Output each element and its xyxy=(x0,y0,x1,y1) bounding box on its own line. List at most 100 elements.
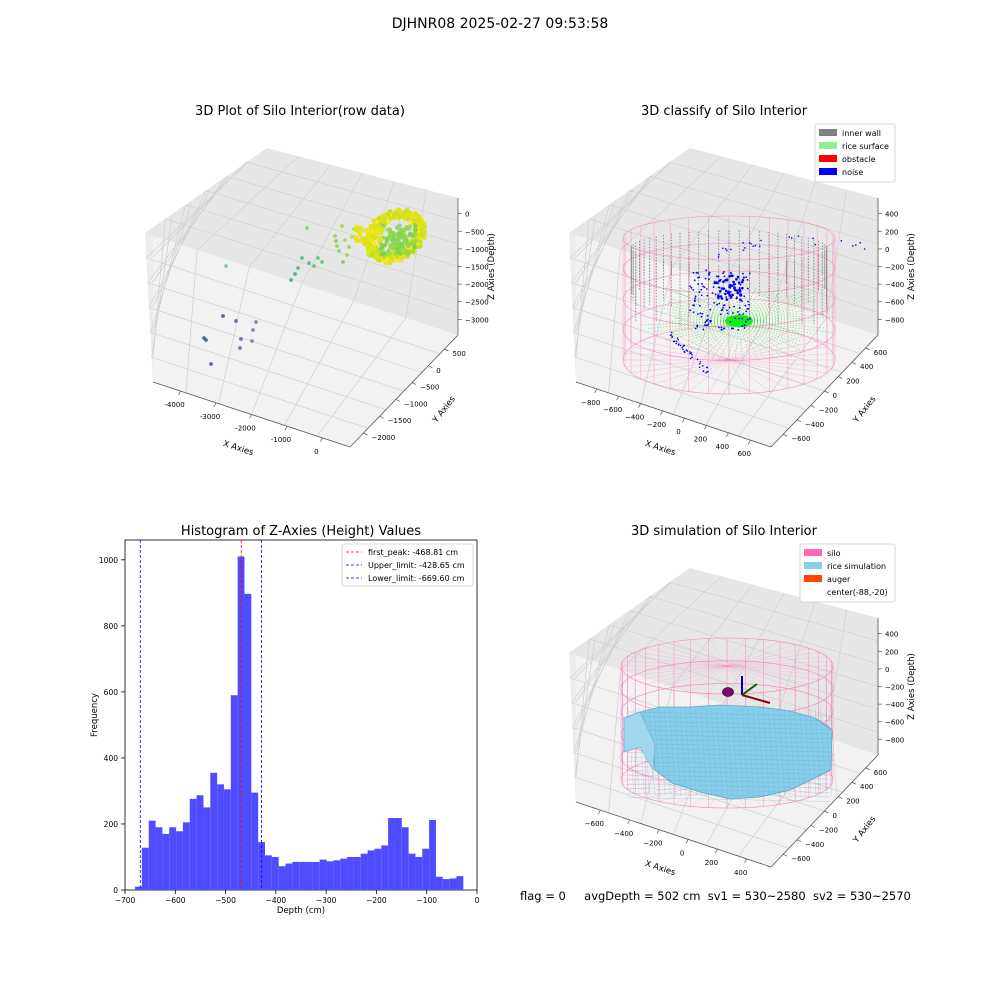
rice-surface-points xyxy=(738,285,791,322)
noise-point xyxy=(685,349,688,351)
noise-point xyxy=(717,326,720,329)
noise-point xyxy=(709,321,712,323)
silo-roof-line xyxy=(726,651,819,667)
noise-point xyxy=(705,372,707,374)
data-point xyxy=(369,251,375,257)
silo-roof-line xyxy=(708,665,728,694)
data-point xyxy=(382,223,387,228)
histogram-bar xyxy=(162,833,170,890)
y-tick-label: 200 xyxy=(104,820,119,829)
rice-mesh-line xyxy=(627,756,831,762)
y-tick-label: 0 xyxy=(833,392,837,400)
data-point xyxy=(333,234,337,238)
noise-point xyxy=(707,318,709,321)
y-tick xyxy=(810,405,815,408)
noise-point xyxy=(730,272,733,274)
noise-point xyxy=(700,288,703,291)
rice-mesh-line xyxy=(778,707,785,797)
noise-point xyxy=(732,327,734,330)
noise-point xyxy=(736,275,740,279)
rice-mesh-line xyxy=(830,707,837,797)
noise-point xyxy=(699,305,701,307)
silo-floor-line xyxy=(653,359,730,385)
noise-point xyxy=(671,336,674,338)
data-point xyxy=(412,245,417,250)
y-tick-label: 400 xyxy=(104,754,119,763)
x-tick-label: 600 xyxy=(738,450,751,458)
data-point xyxy=(356,238,361,242)
z-tick-label: 200 xyxy=(885,648,898,656)
y-tick xyxy=(838,796,843,799)
histogram-bar xyxy=(340,858,348,890)
silo-floor-line xyxy=(631,359,730,374)
noise-point xyxy=(725,278,729,282)
rice-mesh-line xyxy=(690,707,697,797)
noise-point xyxy=(707,370,709,373)
data-point xyxy=(384,237,389,242)
legend-swatch xyxy=(819,168,837,175)
x-tick xyxy=(213,402,217,407)
rice-mesh-line xyxy=(752,707,759,797)
z-tick-label: −200 xyxy=(885,264,904,272)
data-point xyxy=(408,219,413,224)
data-point xyxy=(416,215,421,220)
data-point xyxy=(365,247,371,253)
rice-simulation-face xyxy=(623,711,656,771)
rice-surface-center xyxy=(725,315,753,327)
rice-mesh-line xyxy=(685,707,692,797)
noise-point xyxy=(722,272,724,275)
rice-mesh-line xyxy=(627,779,831,784)
noise-point xyxy=(730,248,732,251)
noise-point xyxy=(714,293,717,296)
noise-point xyxy=(723,327,725,330)
noise-point xyxy=(741,286,744,290)
x-tick xyxy=(747,439,751,445)
y-tick xyxy=(379,415,384,419)
rice-surface-points xyxy=(738,296,814,322)
legend-swatch xyxy=(819,142,837,149)
x-tick-label: −800 xyxy=(581,399,600,407)
noise-point xyxy=(722,247,724,250)
noise-point xyxy=(745,320,747,323)
rice-surface-points xyxy=(738,296,783,322)
data-point xyxy=(418,221,424,227)
x-tick xyxy=(598,809,601,815)
noise-point xyxy=(728,284,732,288)
noise-point xyxy=(692,304,695,306)
legend-swatch xyxy=(819,129,837,136)
noise-point xyxy=(697,276,699,279)
x-tick-label: -3000 xyxy=(200,413,220,421)
z-tick-label: −600 xyxy=(885,719,904,727)
noise-point xyxy=(681,346,684,349)
rice-surface-points xyxy=(738,292,811,322)
noise-point xyxy=(713,301,716,304)
histogram-bar xyxy=(401,827,409,890)
rice-mesh-line xyxy=(794,707,801,797)
y-tick xyxy=(865,347,870,351)
silo-floor-line xyxy=(728,359,818,380)
noise-point xyxy=(720,328,723,331)
silo-roof-line xyxy=(726,660,832,667)
silo-roof-line xyxy=(726,665,764,693)
silo-floor-line xyxy=(728,359,750,394)
silo-floor-line xyxy=(728,353,833,361)
histogram-bar xyxy=(360,853,368,890)
noise-point xyxy=(677,344,680,346)
rice-mesh-line xyxy=(674,707,681,797)
x-tick-label: −700 xyxy=(115,896,136,905)
rice-surface-points xyxy=(705,320,740,350)
silo-roof-line xyxy=(690,665,728,693)
silo-roof-line xyxy=(658,644,728,667)
noise-point xyxy=(702,285,704,288)
data-point xyxy=(380,229,384,234)
data-point xyxy=(369,247,374,253)
data-point xyxy=(407,225,412,230)
data-point xyxy=(405,243,410,248)
rice-mesh-line xyxy=(763,707,770,797)
y-tick xyxy=(865,767,870,771)
data-point xyxy=(400,233,405,238)
noise-point xyxy=(734,288,737,292)
rice-mesh-line xyxy=(627,729,831,735)
noise-point xyxy=(724,248,727,250)
noise-point xyxy=(676,337,679,339)
